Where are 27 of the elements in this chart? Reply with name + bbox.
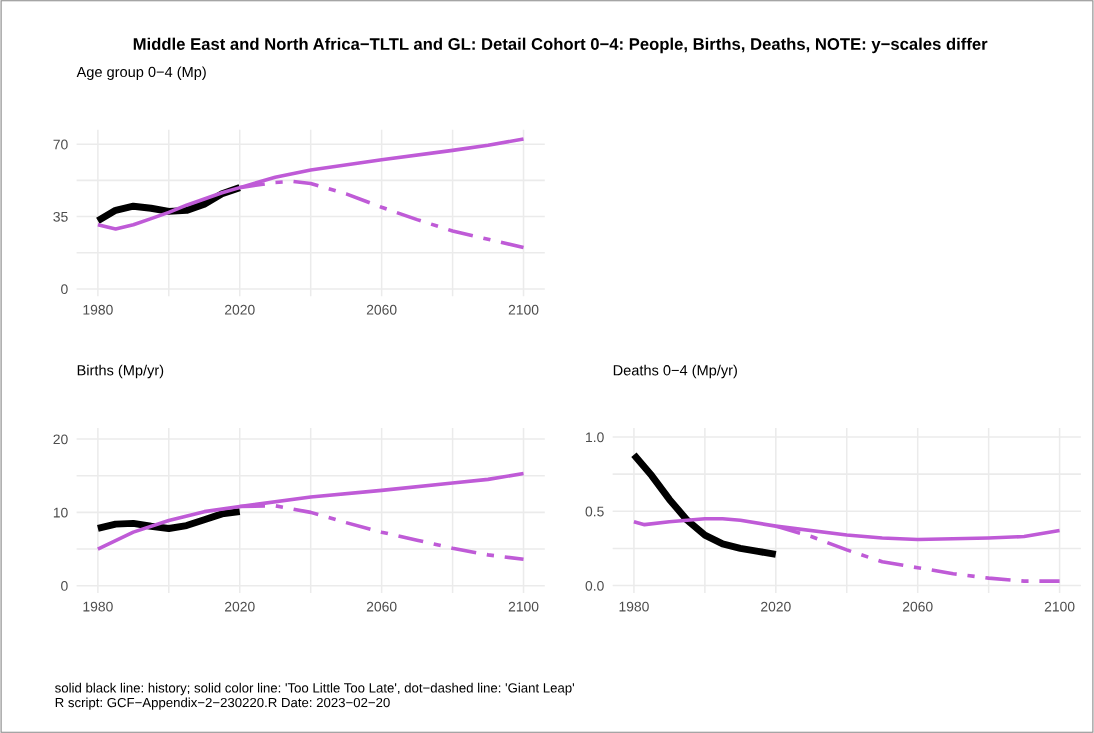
y-tick-label: 20	[53, 434, 68, 445]
x-tick-label: 2100	[508, 304, 539, 315]
x-tick-label: 2020	[761, 601, 791, 612]
x-tick-label: 2100	[1044, 601, 1075, 612]
x-tick-label: 2020	[225, 304, 255, 315]
x-tick-label: 1980	[83, 601, 113, 612]
y-tick-label: 0	[61, 284, 68, 295]
x-tick-label: 2060	[366, 304, 397, 315]
text: Middle East and North Africa−TLTL and GL: Detail Cohort 0−4: People, Births, Deaths, NOTE: y−scales differ	[133, 37, 988, 54]
y-tick-label: 0.5	[585, 506, 604, 517]
y-tick-label: 1.0	[586, 432, 604, 443]
y-tick-label: 0.0	[585, 580, 604, 591]
chart-title: Births (Mp/yr)	[77, 364, 164, 379]
x-tick-label: 2100	[508, 601, 539, 612]
text: solid black line: history; solid color line: 'Too Little Too Late', dot−dashed line: 'Giant Leap'	[55, 682, 574, 696]
chart-title: Age group 0−4 (Mp)	[76, 66, 206, 80]
y-tick-label: 70	[53, 139, 68, 150]
x-tick-label: 2020	[225, 601, 255, 612]
x-tick-label: 2060	[366, 601, 397, 612]
y-tick-label: 10	[53, 507, 68, 518]
y-tick-label: 35	[53, 211, 68, 222]
chart-title: Deaths 0−4 (Mp/yr)	[613, 364, 737, 379]
y-tick-label: 0	[61, 581, 68, 591]
x-tick-label: 1980	[83, 304, 113, 315]
text: R script: GCF−Appendix−2−230220.R Date: 2023−02−20	[55, 697, 390, 710]
x-tick-label: 1980	[619, 601, 649, 612]
x-tick-label: 2060	[902, 601, 933, 612]
